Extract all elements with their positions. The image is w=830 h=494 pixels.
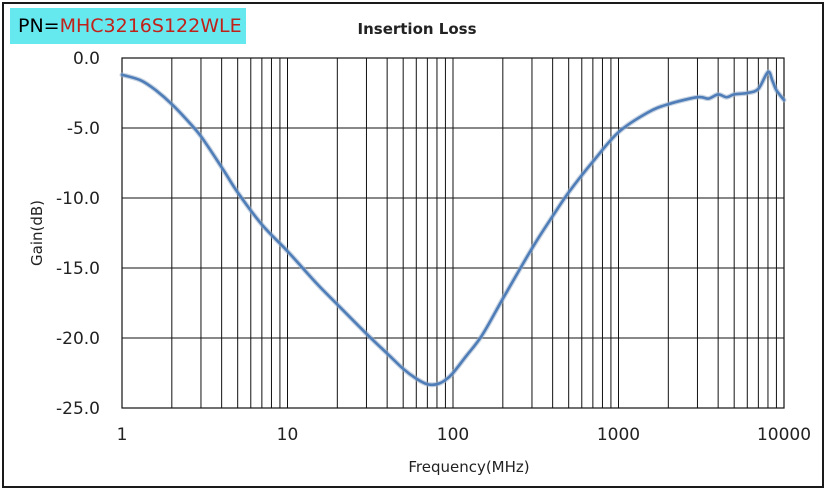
pn-prefix: PN= [18, 15, 60, 37]
y-tick-label: -5.0 [67, 119, 100, 139]
x-tick-label: 1 [117, 425, 128, 445]
y-tick-label: 0.0 [73, 49, 100, 69]
part-number-label: PN=MHC3216S122WLE [10, 8, 246, 44]
x-axis-label: Frequency(MHz) [408, 458, 529, 476]
y-axis-label: Gain(dB) [28, 200, 46, 266]
chart-frame [2, 2, 824, 488]
x-tick-label: 1000 [597, 425, 640, 445]
y-tick-label: -10.0 [56, 189, 100, 209]
series-line [120, 70, 786, 387]
chart-title: Insertion Loss [358, 20, 477, 38]
y-tick-labels: 0.0 -5.0 -10.0 -15.0 -20.0 -25.0 [56, 49, 100, 419]
x-tick-label: 100 [437, 425, 469, 445]
x-tick-label: 10000 [757, 425, 811, 445]
part-number: MHC3216S122WLE [59, 15, 242, 37]
y-tick-label: -15.0 [56, 259, 100, 279]
plot-area-border [121, 57, 785, 409]
y-tick-label: -25.0 [56, 399, 100, 419]
grid [121, 57, 784, 409]
x-tick-labels: 1 10 100 1000 10000 [117, 425, 811, 445]
y-tick-label: -20.0 [56, 329, 100, 349]
x-tick-label: 10 [277, 425, 299, 445]
